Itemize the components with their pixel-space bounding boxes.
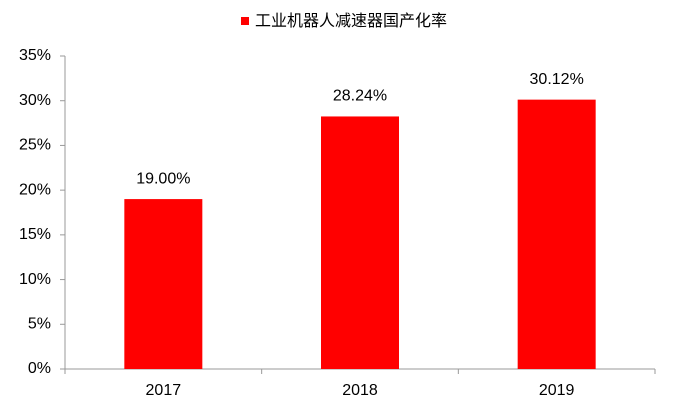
y-tick-label: 20%: [19, 181, 51, 198]
y-tick-label: 5%: [28, 316, 51, 333]
bar: [517, 99, 596, 369]
y-tick-label: 0%: [28, 360, 51, 377]
value-label: 19.00%: [136, 170, 190, 187]
y-tick-label: 25%: [19, 137, 51, 154]
y-tick-label: 30%: [19, 92, 51, 109]
x-tick-label: 2018: [342, 382, 378, 399]
y-tick-label: 15%: [19, 226, 51, 243]
x-tick-label: 2019: [539, 382, 575, 399]
bar: [124, 199, 203, 369]
legend-swatch: [241, 17, 249, 25]
bar: [321, 116, 399, 370]
value-label: 30.12%: [530, 71, 584, 88]
y-tick-label: 10%: [19, 271, 51, 288]
legend-label: 工业机器人减速器国产化率: [255, 12, 447, 30]
x-tick-label: 2017: [146, 382, 182, 399]
value-label: 28.24%: [333, 88, 387, 105]
y-tick-label: 35%: [19, 47, 51, 64]
